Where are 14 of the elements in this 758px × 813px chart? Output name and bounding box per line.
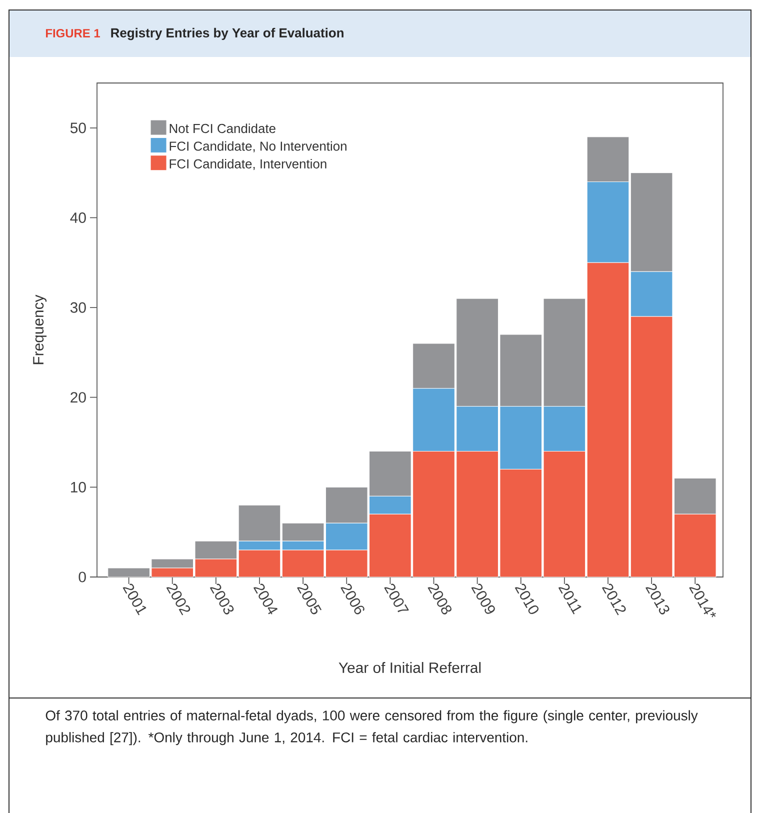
legend-label: FCI Candidate, No Intervention	[170, 141, 346, 152]
y-tick-label: 20	[70, 392, 86, 403]
y-tick-label: 0	[78, 572, 86, 582]
y-axis-title: Frequency	[33, 294, 47, 364]
x-axis-title: Year of Initial Referral	[338, 662, 481, 673]
y-tick-label: 10	[71, 482, 86, 492]
chart-title: Registry Entries by Year of Evaluation	[111, 28, 344, 40]
y-tick-label: 40	[70, 212, 86, 224]
y-tick-label: 50	[70, 122, 86, 134]
legend-label: Not FCI Candidate	[170, 124, 276, 134]
caption: FIGURE 1	[46, 28, 100, 38]
text: Of 370 total entries of maternal-fetal dyads, 100 were censored from the figure (single center, previously published [27]). *Only through June 1, 2014. FCI = fetal cardiac intervention.	[46, 710, 698, 746]
legend-label: FCI Candidate, Intervention	[170, 158, 326, 170]
y-tick-label: 30	[70, 302, 86, 313]
